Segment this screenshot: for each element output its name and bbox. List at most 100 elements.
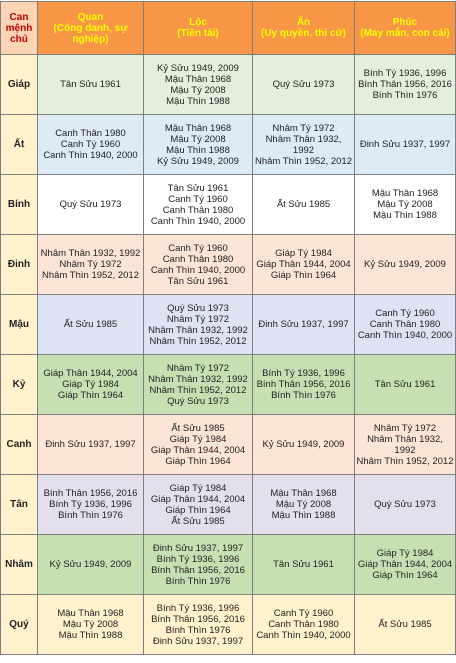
cell-line: Giáp Tý 1984 xyxy=(169,482,227,494)
cell-line: Kỷ Sửu 1949, 2009 xyxy=(157,62,239,74)
data-cell: Mậu Thân 1968 Mậu Tý 2008 Mậu Thìn 1988 Kỷ … xyxy=(143,114,253,175)
cell-line: Mậu Tý 2008 xyxy=(275,499,332,510)
cell-line: Ất Sửu 1985 xyxy=(171,515,225,527)
can-cell: Quý xyxy=(0,594,38,655)
cell-line: Bính Tý 1936, 1996 xyxy=(363,68,447,79)
cell-line: Mậu Thìn 1988 xyxy=(166,95,230,107)
cell-line: Canh Tý 1960 xyxy=(168,193,228,205)
cell-line: Mậu Tý 2008 xyxy=(170,133,226,145)
cell-line: Mậu Thân 1968 xyxy=(57,608,124,619)
cell-line: Giáp Thân 1944, 2004 xyxy=(256,259,351,270)
cell-line: 1992 xyxy=(292,144,315,156)
data-cell: Bính Thân 1956, 2016 Bính Tý 1936, 1996 Bí… xyxy=(37,474,144,535)
cell-line: Nhâm Thìn 1952, 2012 xyxy=(41,270,139,281)
cell-line: Tân Sửu 1961 xyxy=(60,79,121,90)
cell-line: Canh Thân 1980 xyxy=(369,319,441,330)
cell-line: Nhâm Thân 1932, xyxy=(367,433,443,445)
cell-line: Tân Sửu 1961 xyxy=(273,559,334,570)
cell-line: Mậu Thìn 1988 xyxy=(58,630,123,641)
cell-line: Canh Thân 1980 xyxy=(162,204,234,216)
cell-line: Canh Thân 1980 xyxy=(55,128,126,139)
cell-line: Bính Tý 1936, 1996 xyxy=(49,499,132,510)
can-cell: Bính xyxy=(0,174,38,235)
cell-line: Nhâm Tý 1972 xyxy=(166,313,230,325)
cell-line: nghiệp) xyxy=(72,33,109,45)
cell-line: Canh Tý 1960 xyxy=(60,139,121,150)
cell-line: Giáp Thìn 1964 xyxy=(270,270,337,281)
cell-line: Giáp Thìn 1964 xyxy=(57,390,124,401)
cell-line: Quý Sửu 1973 xyxy=(59,199,122,210)
cell-line: Mậu Thân 1968 xyxy=(164,122,232,134)
data-cell: Kỷ Sửu 1949, 2009 xyxy=(37,534,144,595)
cell-line: Bính Tý 1936, 1996 xyxy=(156,602,240,614)
cell-line: Mậu Thân 1968 xyxy=(164,73,232,85)
cell-line: (Tiền tài) xyxy=(177,28,219,39)
header-cell: Phúc (May mắn, con cái) xyxy=(354,1,456,55)
data-cell: Bính Tý 1936, 1996 Bính Thân 1956, 2016 Bí… xyxy=(143,594,253,655)
cell-line: Giáp Thân 1944, 2004 xyxy=(357,559,453,570)
cell-line: Giáp Tý 1984 xyxy=(275,248,332,259)
cell-line: Quý Sửu 1973 xyxy=(374,499,436,510)
cell-line: Giáp Thân 1944, 2004 xyxy=(43,368,138,379)
cell-line: Nhâm Thìn 1952, 2012 xyxy=(149,335,247,347)
table-row: Kỷ Giáp Thân 1944, 2004 Giáp Tý 1984 Giáp T… xyxy=(0,354,456,415)
can-cell: Tân xyxy=(0,474,38,535)
data-cell: Kỷ Sửu 1949, 2009 Mậu Thân 1968 Mậu Tý 200… xyxy=(143,54,253,115)
can-cell: Ất xyxy=(0,114,38,175)
cell-line: Canh Tý 1960 xyxy=(168,242,228,254)
header-row: Can mệnh chủ Quan (Công danh, sự nghiệp) Lộc (T… xyxy=(0,1,456,55)
cell-line: Kỷ Sửu 1949, 2009 xyxy=(364,259,446,270)
data-cell: Ất Sửu 1985 xyxy=(37,294,144,355)
cell-line: Giáp Tý 1984 xyxy=(376,548,434,559)
data-cell: Giáp Tý 1984 Giáp Thân 1944, 2004 Giáp Thì… xyxy=(354,534,456,595)
cell-line: Bính Thân 1956, 2016 xyxy=(151,564,245,576)
cell-line: Bính Tý 1936, 1996 xyxy=(156,553,240,565)
table-row: Giáp Tân Sửu 1961 Kỷ Sửu 1949, 2009 Mậu Thâ… xyxy=(0,54,456,115)
cell-line: (May mắn, con cái) xyxy=(360,28,450,39)
data-cell: Ất Sửu 1985 Giáp Tý 1984 Giáp Thân 1944, 2… xyxy=(143,414,253,475)
cell-line: Bính Thìn 1976 xyxy=(271,390,336,401)
cell-line: Bính Thìn 1976 xyxy=(58,510,123,521)
data-cell: Quý Sửu 1973 xyxy=(252,54,355,115)
table-row: Mậu Ất Sửu 1985 Quý Sửu 1973 Nhâm Tý 1972 Nh… xyxy=(0,294,456,355)
data-cell: Canh Tý 1960 Canh Thân 1980 Canh Thìn 1940… xyxy=(252,594,355,655)
header-cell: Can mệnh chủ xyxy=(0,1,38,55)
cell-line: Tân Sửu 1961 xyxy=(167,275,229,287)
cell-line: Canh Tý 1960 xyxy=(375,308,435,319)
data-cell: Canh Tý 1960 Canh Thân 1980 Canh Thìn 1940… xyxy=(143,234,253,295)
data-cell: Đinh Sửu 1937, 1997 Bính Tý 1936, 1996 Bín… xyxy=(143,534,253,595)
cell-line: Ất Sửu 1985 xyxy=(171,422,225,434)
cell-line: Bính Thân 1956, 2016 xyxy=(358,79,452,90)
cell-line: Giáp Tý 1984 xyxy=(62,379,119,390)
data-cell: Quý Sửu 1973 xyxy=(354,474,456,535)
data-cell: Nhâm Thân 1932, 1992 Nhâm Tý 1972 Nhâm Thì… xyxy=(37,234,144,295)
cell-line: Giáp Thìn 1964 xyxy=(372,570,438,581)
cell-line: Ấn xyxy=(296,17,311,28)
can-cell: Giáp xyxy=(0,54,38,115)
cell-line: Đinh Sửu 1937, 1997 xyxy=(152,635,244,647)
cell-line: Canh Thìn 1940, 2000 xyxy=(150,215,246,227)
cell-line: Mậu Thìn 1988 xyxy=(166,144,230,156)
cell-line: Nhâm Tý 1972 xyxy=(59,259,122,270)
cell-line: Giáp Thìn 1964 xyxy=(165,455,231,467)
cell-line: Bính Thìn 1976 xyxy=(372,90,438,101)
table-row: Đinh Nhâm Thân 1932, 1992 Nhâm Tý 1972 Nhâm… xyxy=(0,234,456,295)
header-cell: Quan (Công danh, sự nghiệp) xyxy=(37,1,144,55)
cell-line: chủ xyxy=(10,33,28,45)
data-cell: Giáp Thân 1944, 2004 Giáp Tý 1984 Giáp Thì… xyxy=(37,354,144,415)
data-cell: Quý Sửu 1973 Nhâm Tý 1972 Nhâm Thân 1932, … xyxy=(143,294,253,355)
cell-line: Nhâm Thìn 1952, 2012 xyxy=(356,455,454,467)
data-cell: Đinh Sửu 1937, 1997 xyxy=(354,114,456,175)
cell-line: Canh Thân 1980 xyxy=(268,619,339,630)
cell-line: Mậu Tý 2008 xyxy=(377,199,433,210)
cell-line: Tân Sửu 1961 xyxy=(374,379,436,390)
cell-line: Bính Thân 1956, 2016 xyxy=(151,613,245,625)
data-cell: Bính Tý 1936, 1996 Bính Thân 1956, 2016 Bí… xyxy=(252,354,355,415)
cell-line: Bính Thìn 1976 xyxy=(165,624,231,636)
cell-line: Nhâm Tý 1972 xyxy=(166,362,230,374)
can-cell: Đinh xyxy=(0,234,38,295)
cell-line: Đinh Sửu 1937, 1997 xyxy=(258,319,349,330)
cell-line: Ất Sửu 1985 xyxy=(378,619,432,630)
